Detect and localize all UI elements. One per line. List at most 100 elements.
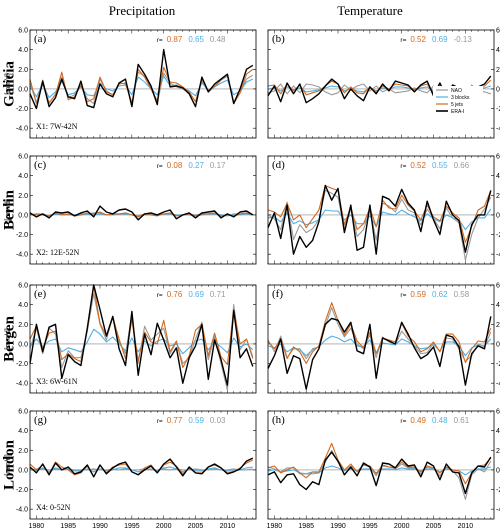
panel-h: 6.0 4.0 2.0 0.0 -2.0 -4.0 1980 1985 1990 1995 2000… xyxy=(267,409,500,529)
series-line-era-i xyxy=(267,451,492,495)
x-tick-label: 2000 xyxy=(394,523,410,529)
panel-label: (d) xyxy=(272,159,285,171)
panel-label: (b) xyxy=(272,33,285,45)
y-tick-label: 6.0 xyxy=(496,409,500,416)
y-tick-label: -2.0 xyxy=(496,232,500,239)
x-tick-label: 1985 xyxy=(298,523,314,529)
y-tick-label: 4.0 xyxy=(496,428,500,435)
y-tick-label: 4.0 xyxy=(496,173,500,180)
x-tick-label: 1980 xyxy=(267,523,283,529)
r-label: r= xyxy=(400,163,406,170)
location-label: X3: 6W-61N xyxy=(36,377,78,386)
r-value: -0.13 xyxy=(454,35,473,44)
r-value: 0.62 xyxy=(432,290,448,299)
r-value: 0.66 xyxy=(454,161,470,170)
r-value: 0.48 xyxy=(432,416,448,425)
r-value: 0.03 xyxy=(210,416,226,425)
y-tick-label: 2.0 xyxy=(496,193,500,200)
r-label: r= xyxy=(400,292,406,299)
y-tick-label: -2.0 xyxy=(16,487,28,494)
r-value: 0.17 xyxy=(210,161,226,170)
legend-label: 5 jets xyxy=(451,102,463,108)
plot-frame xyxy=(29,29,257,139)
panel-label: (e) xyxy=(34,288,47,300)
r-value: 0.27 xyxy=(188,161,204,170)
location-label: X1: 7W-42N xyxy=(36,122,78,131)
x-tick-label: 2010 xyxy=(220,523,236,529)
y-tick-label: 6.0 xyxy=(496,154,500,161)
location-label: X4: 0-52N xyxy=(36,503,71,512)
x-tick-label: 1980 xyxy=(29,523,45,529)
series-line-era-i xyxy=(267,184,492,255)
series-line-5-jets xyxy=(267,442,492,485)
r-label: r= xyxy=(157,292,163,299)
series-line-5-jets xyxy=(29,459,254,478)
y-tick-label: -4.0 xyxy=(496,507,500,514)
y-tick-label: -2.0 xyxy=(16,232,28,239)
y-tick-label: 6.0 xyxy=(18,28,28,35)
x-tick-label: 2000 xyxy=(156,523,172,529)
series-line-era-i xyxy=(267,316,492,390)
panel-label: (g) xyxy=(34,414,47,426)
r-value: 0.58 xyxy=(454,290,470,299)
legend-label: 3 blocks xyxy=(451,95,470,101)
series-line-3-blocks xyxy=(267,335,492,357)
y-tick-label: 0.0 xyxy=(496,467,500,474)
r-label: r= xyxy=(157,418,163,425)
plot-frame xyxy=(29,410,257,520)
y-tick-label: 0.0 xyxy=(18,467,28,474)
y-tick-label: 0.0 xyxy=(496,86,500,93)
series-line-era-i xyxy=(29,48,254,110)
series-line-era-i xyxy=(29,284,254,386)
legend-background xyxy=(433,86,483,120)
y-tick-label: 6.0 xyxy=(496,28,500,35)
y-tick-label: 2.0 xyxy=(496,67,500,74)
panel-label: (f) xyxy=(272,288,283,300)
series-line-5-jets xyxy=(29,211,253,218)
r-label: r= xyxy=(157,163,163,170)
y-tick-label: -2.0 xyxy=(16,106,28,113)
y-tick-label: 6.0 xyxy=(496,283,500,290)
x-tick-label: 2010 xyxy=(458,523,474,529)
x-tick-label: 1995 xyxy=(362,523,378,529)
y-tick-label: -4.0 xyxy=(496,252,500,259)
x-tick-label: 2005 xyxy=(188,523,204,529)
unit-label: [mm/d] xyxy=(5,328,12,349)
y-tick-label: 6.0 xyxy=(18,409,28,416)
series-line-era-i xyxy=(267,75,492,104)
x-tick-label: 1990 xyxy=(92,523,108,529)
y-tick-label: -2.0 xyxy=(496,106,500,113)
plot-frame xyxy=(267,29,495,139)
r-value: 0.59 xyxy=(410,290,426,299)
series-line-era-i xyxy=(29,457,254,478)
r-value: 0.71 xyxy=(210,290,226,299)
r-value: 0.69 xyxy=(188,290,204,299)
y-tick-label: 0.0 xyxy=(496,212,500,219)
plot-frame xyxy=(267,155,495,265)
plot-frame xyxy=(29,284,257,394)
plot-frame xyxy=(267,284,495,394)
plot-frame xyxy=(29,155,257,265)
panel-c: 6.0 4.0 2.0 0.0 -2.0 -4.0 [mm/d] (c) r= 0.08 0.27 0… xyxy=(5,154,257,265)
y-tick-label: -2.0 xyxy=(496,361,500,368)
column-title-temperature: Temperature xyxy=(337,3,403,18)
row-label-bergen: Bergen xyxy=(1,315,17,361)
series-line-5-jets xyxy=(267,302,492,365)
y-tick-label: 2.0 xyxy=(496,322,500,329)
r-value: 0.52 xyxy=(410,35,426,44)
location-label: X2: 12E-52N xyxy=(36,248,80,257)
r-label: r= xyxy=(400,37,406,44)
x-tick-label: 1990 xyxy=(330,523,346,529)
y-tick-label: 4.0 xyxy=(18,428,28,435)
y-tick-label: -4.0 xyxy=(16,252,28,259)
y-tick-label: 0.0 xyxy=(496,341,500,348)
y-tick-label: -2.0 xyxy=(16,361,28,368)
row-label-london: London xyxy=(1,439,17,490)
r-value: 0.69 xyxy=(432,35,448,44)
series-line-5-jets xyxy=(267,184,492,243)
panel-d: 6.04.02.00.0-2.0-4.0[°C](d)r=0.520.550.6… xyxy=(267,154,500,265)
y-tick-label: 4.0 xyxy=(18,302,28,309)
series-line-nao xyxy=(29,293,254,391)
unit-label: [mm/d] xyxy=(5,73,12,94)
